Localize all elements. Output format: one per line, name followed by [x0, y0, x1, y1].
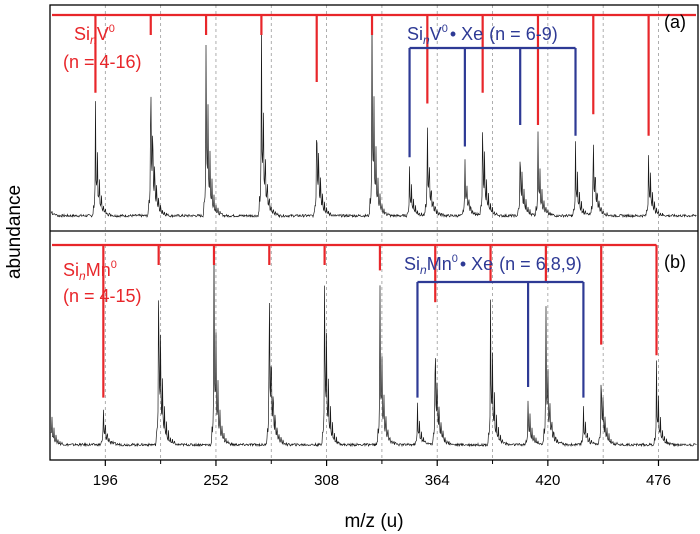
x-axis-ticks: 196 252 308 364 420 476 [93, 460, 671, 489]
xe-range-label-b: (n = 6,8,9) [499, 254, 582, 274]
xe-label-sup-b: 0 [452, 253, 458, 265]
xe-complex-markers [408, 46, 585, 398]
x-tick-label: 196 [93, 472, 118, 489]
spectrum-trace [50, 13, 697, 219]
x-tick-label: 252 [203, 472, 228, 489]
y-axis-label: abundance [4, 185, 25, 279]
xe-label-main-a: Si [407, 24, 423, 44]
xe-label-main-b: Si [404, 254, 420, 274]
host-range-label-a: (n = 4-16) [63, 52, 142, 72]
xe-series-label-b: SinMn0 • Xe (n = 6,8,9) [404, 253, 582, 277]
xe-range-label-a: (n = 6-9) [489, 24, 558, 44]
host-label-tail-a: V [97, 24, 109, 44]
x-tick-label: 420 [535, 472, 560, 489]
host-series-label-b: SinMn0 [63, 259, 117, 283]
host-label-main-b: Si [63, 260, 79, 280]
xe-label-xe-a: • Xe [450, 24, 483, 44]
host-series-label-a: SinV0 [74, 23, 115, 47]
panel-label-b: (b) [664, 252, 686, 272]
xe-label-sub-b: n [420, 263, 427, 277]
xe-label-sub-a: n [423, 33, 430, 47]
spectrum-trace [50, 246, 697, 448]
plot-frame [49, 4, 699, 461]
host-label-sub-b: n [79, 269, 86, 283]
xe-label-tail-a: V [430, 24, 442, 44]
host-label-main-a: Si [74, 24, 90, 44]
host-label-sup-a: 0 [109, 23, 115, 35]
host-range-label-b: (n = 4-15) [63, 286, 142, 306]
xe-series-label-a: SinV0 • Xe (n = 6-9) [407, 23, 558, 47]
x-tick-label: 364 [425, 472, 450, 489]
host-label-tail-b: Mn [86, 260, 111, 280]
xe-label-sup-a: 0 [442, 23, 448, 35]
panel-label-a: (a) [664, 12, 686, 32]
host-cluster-markers [52, 13, 696, 398]
xe-label-xe-b: • Xe [460, 254, 493, 274]
host-label-sup-b: 0 [111, 259, 117, 271]
xe-label-tail-b: Mn [427, 254, 452, 274]
spectrum-traces [50, 13, 697, 448]
x-tick-label: 476 [646, 472, 671, 489]
host-label-sub-a: n [90, 33, 97, 47]
x-tick-label: 308 [314, 472, 339, 489]
x-axis-label: m/z (u) [344, 511, 403, 532]
